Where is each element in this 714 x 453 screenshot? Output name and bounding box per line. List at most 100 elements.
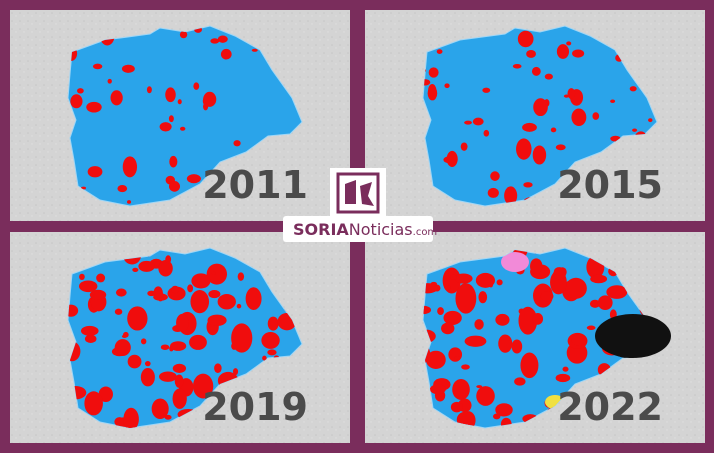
red-area — [237, 272, 245, 281]
red-area — [127, 306, 148, 331]
red-area — [450, 274, 457, 281]
red-area — [146, 86, 152, 94]
red-area — [127, 354, 142, 369]
red-area — [555, 373, 571, 383]
year-label: 2022 — [557, 385, 663, 429]
red-area — [191, 273, 211, 289]
red-area — [429, 384, 446, 395]
red-area — [144, 360, 151, 367]
red-area — [192, 373, 214, 399]
red-area — [245, 287, 262, 310]
red-area — [520, 352, 539, 379]
red-area — [563, 94, 569, 98]
red-area — [267, 316, 279, 331]
red-area — [436, 49, 443, 55]
red-area — [475, 272, 496, 288]
red-area — [124, 420, 137, 428]
red-area — [443, 310, 462, 325]
red-area — [522, 122, 537, 132]
red-area — [207, 314, 227, 327]
red-area — [114, 339, 131, 356]
municipality-spots — [423, 26, 655, 206]
red-area — [586, 325, 596, 331]
red-area — [236, 303, 242, 309]
red-area — [267, 349, 277, 356]
red-area — [544, 73, 553, 80]
red-area — [597, 295, 613, 311]
red-area — [164, 414, 172, 420]
logo: SORIANoticias.com — [283, 168, 437, 242]
red-area — [233, 140, 241, 147]
red-area — [138, 260, 155, 272]
logo-icon-shield — [345, 180, 356, 204]
red-area — [81, 186, 87, 190]
red-area — [159, 122, 172, 132]
red-area — [455, 283, 477, 314]
red-area — [437, 307, 444, 316]
red-area — [153, 293, 168, 301]
red-area — [444, 83, 450, 89]
red-area — [487, 187, 499, 198]
red-area — [648, 118, 653, 123]
red-area — [452, 378, 470, 400]
red-area — [517, 30, 534, 48]
red-area — [478, 291, 488, 304]
red-area — [516, 138, 532, 160]
red-area — [114, 308, 123, 315]
red-area — [514, 377, 526, 386]
red-area — [89, 289, 107, 300]
red-area — [589, 299, 601, 308]
red-area — [159, 371, 177, 382]
map-panel: 2015 — [365, 10, 705, 221]
red-area — [532, 145, 547, 165]
red-area — [140, 367, 155, 387]
red-area — [629, 86, 637, 92]
map-panel: 2022 — [365, 232, 705, 443]
red-area — [461, 364, 470, 370]
year-label: 2019 — [202, 385, 308, 429]
red-area — [217, 294, 236, 310]
red-area — [441, 322, 455, 335]
red-area — [231, 323, 253, 353]
red-area — [165, 255, 172, 264]
pink-area — [501, 252, 529, 272]
red-area — [534, 298, 540, 305]
red-area — [450, 401, 463, 413]
red-area — [454, 356, 461, 360]
red-area — [170, 341, 187, 351]
red-area — [504, 186, 518, 205]
red-area — [423, 79, 431, 86]
red-area — [571, 334, 587, 346]
red-area — [122, 156, 138, 178]
red-area — [571, 108, 587, 127]
red-area — [251, 48, 258, 52]
red-area — [158, 260, 173, 277]
red-area — [206, 263, 228, 285]
red-area — [428, 67, 439, 78]
red-area — [193, 82, 200, 90]
black-area-edge — [595, 314, 671, 358]
red-area — [498, 334, 513, 353]
red-area — [78, 280, 98, 293]
red-area — [610, 99, 616, 104]
red-area — [474, 319, 484, 330]
red-area — [87, 166, 103, 178]
red-area — [426, 350, 446, 369]
red-area — [107, 78, 112, 84]
red-area — [592, 112, 600, 120]
red-area — [589, 258, 595, 266]
year-label: 2015 — [557, 163, 663, 207]
red-area — [96, 273, 106, 283]
red-area — [464, 120, 472, 125]
red-area — [84, 391, 103, 416]
logo-tld: .com — [413, 227, 438, 238]
red-area — [203, 102, 209, 111]
red-area — [446, 150, 458, 168]
red-area — [532, 312, 544, 325]
red-area — [512, 63, 522, 69]
red-area — [174, 374, 184, 388]
red-area — [168, 115, 174, 123]
red-area — [147, 290, 156, 297]
red-area — [208, 290, 221, 299]
